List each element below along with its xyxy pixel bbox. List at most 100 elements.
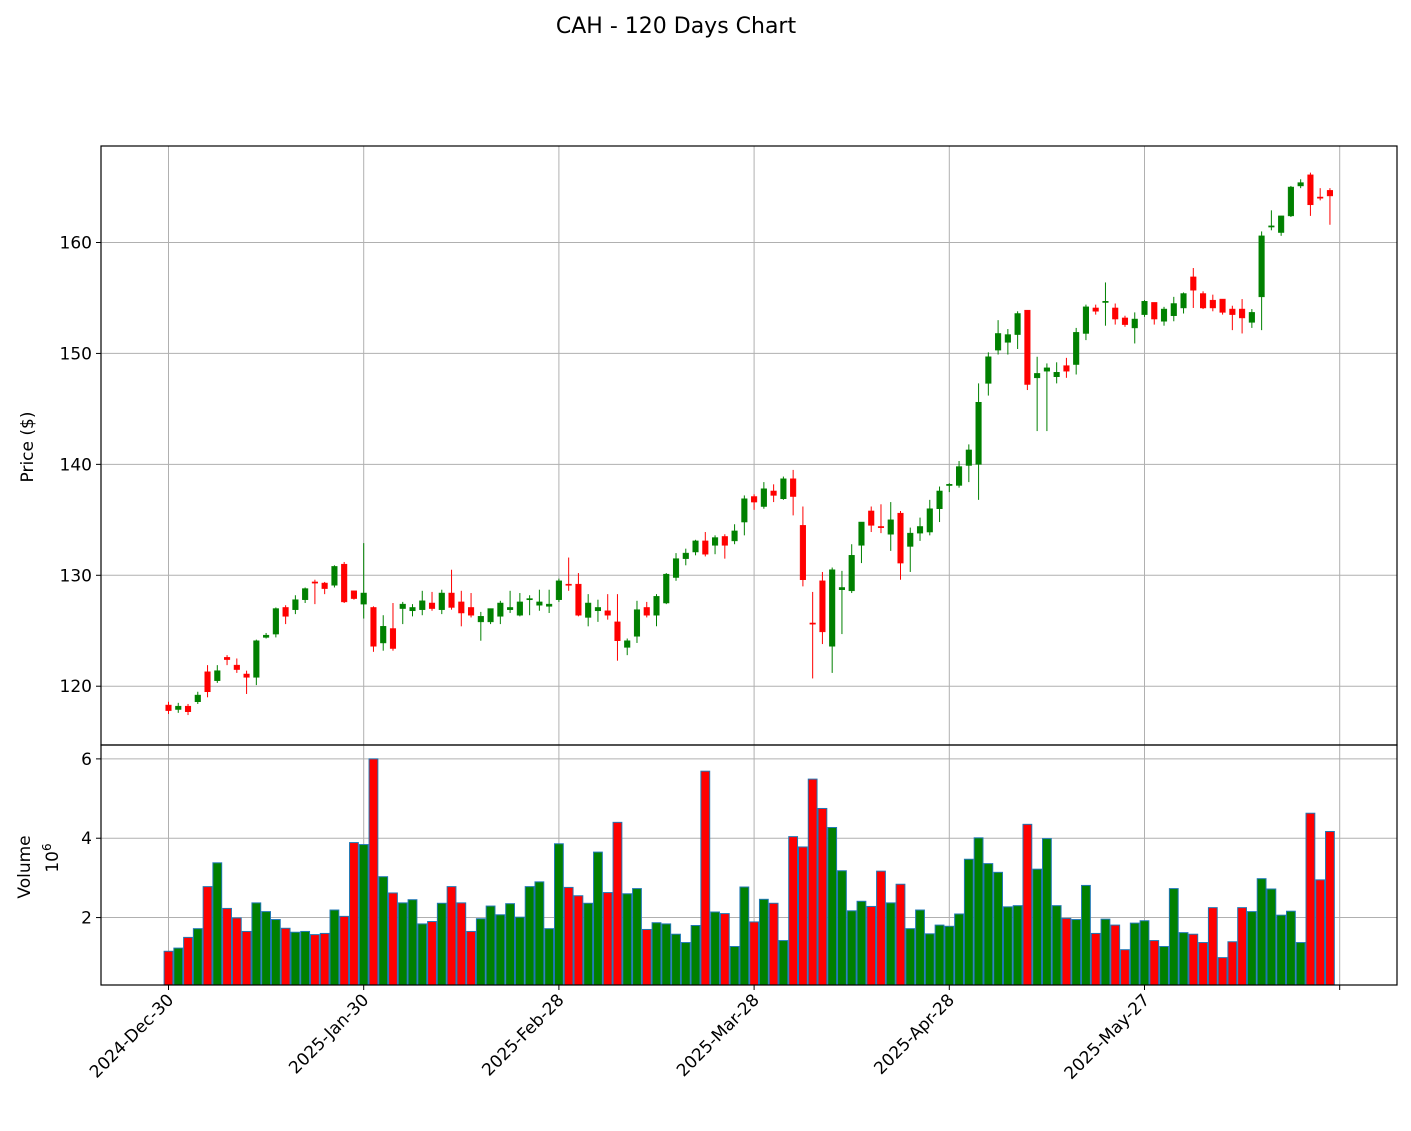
candle [624,638,631,656]
candle-body [780,478,787,499]
volume-bar [690,924,701,986]
candle-body [516,601,523,616]
volume-bar [280,927,291,986]
candle-body [702,540,709,555]
candle-body [1092,307,1099,312]
volume-bar [456,902,467,986]
volume-bar [944,925,955,986]
candle [916,517,924,541]
volume-bar [231,917,242,986]
price-y-axis-ticks: 120 130 140 150 160 [60,234,101,697]
candle [731,524,738,545]
candle [428,591,436,611]
candle-body [594,607,601,612]
candle [565,557,572,591]
volume-y-tick-label: 6 [81,750,92,770]
volume-bar [427,921,437,986]
volume-bar [1295,942,1306,986]
price-axes-frame [100,145,1398,746]
candle-body [1326,190,1333,197]
volume-bar [661,923,672,986]
volume-bar [973,837,984,986]
candle [936,486,943,523]
candle-body [555,580,562,600]
candle-body [194,694,201,702]
candle-body [360,592,367,605]
volume-bar [700,770,711,986]
candle [1112,303,1119,325]
volume-bar [768,902,779,986]
candle [965,444,972,483]
volume-bar [1032,868,1043,986]
volume-panel: 2 4 6 Volume 106 [15,744,1398,986]
volume-bar [798,846,808,986]
candle-body [731,530,738,542]
price-y-tick-label: 130 [60,566,92,586]
candle [243,670,250,694]
candle-body [389,628,397,649]
volume-bar [1139,920,1150,986]
candle-body [184,705,192,712]
volume-bar [876,870,886,986]
volume-bar [1022,823,1033,986]
volume-bar [1217,957,1228,986]
volume-bar [397,902,408,986]
candle [233,658,240,673]
candle-body [350,590,357,599]
volume-bar [993,871,1004,986]
volume-bar [466,930,476,986]
candle-body [204,671,211,693]
candle [1063,357,1070,378]
candle-body [311,581,318,584]
volume-bar [1227,941,1238,986]
candle [868,506,875,533]
candle [175,702,182,713]
volume-bar [758,898,769,986]
candle-body [1268,225,1275,228]
candle-body [604,610,611,616]
volume-bar [349,842,359,986]
volume-bar [202,886,213,986]
volume-bar [1051,905,1062,986]
candle-body [1112,307,1119,320]
candle [897,510,904,580]
candle-body [975,401,982,465]
volume-bar [817,807,828,986]
volume-bar [827,827,838,986]
volume-bar [222,907,232,986]
candle-body [799,525,806,580]
candle [477,611,484,641]
candle [341,561,348,604]
candle-body [1014,313,1021,335]
candle-body [546,603,553,607]
candle [829,567,836,673]
candle [331,565,338,588]
candle [380,615,387,651]
candle-body [507,607,514,610]
candle [877,504,885,534]
candle [1248,309,1255,328]
candle-body [165,704,172,711]
volume-bar [641,928,652,986]
volume-bar [729,946,740,986]
volume-bar [837,870,847,986]
candle [546,589,553,613]
candle-body [175,705,182,710]
candle [1043,363,1050,432]
candle [1151,302,1158,325]
volume-bar [514,916,525,986]
candle [302,587,309,604]
candle [184,703,192,716]
price-y-tick-label: 120 [60,677,92,697]
candle-body [653,596,660,616]
volume-bar [329,909,340,986]
candle-body [838,587,845,590]
candle [956,461,963,488]
volume-bar [719,913,730,986]
candle [468,593,475,618]
volume-bar [378,876,389,986]
candle [702,532,709,557]
candle-body [1160,308,1168,322]
price-y-axis-label: Price ($) [18,412,38,483]
volume-bar [1081,884,1091,986]
